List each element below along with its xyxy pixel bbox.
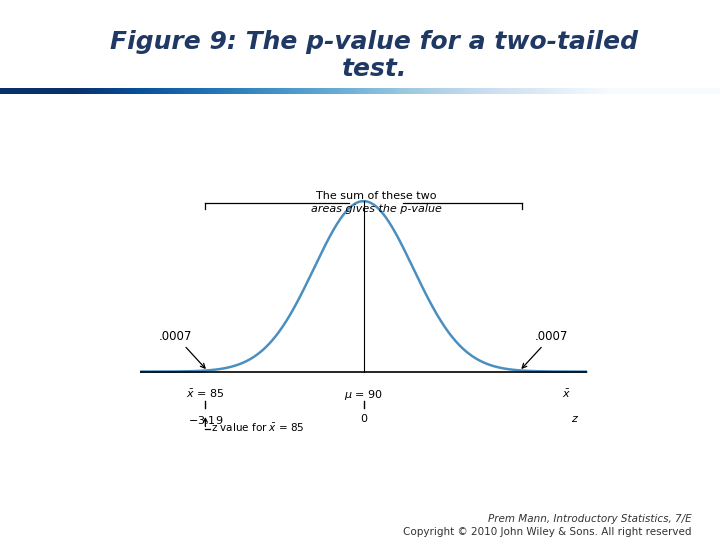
Text: $\bar{x}$: $\bar{x}$ — [562, 388, 572, 400]
Text: z: z — [571, 414, 577, 424]
Text: The sum of these two: The sum of these two — [316, 191, 436, 201]
Text: Prem Mann, Introductory Statistics, 7/E: Prem Mann, Introductory Statistics, 7/E — [487, 514, 691, 524]
Text: $-$3.19: $-$3.19 — [188, 414, 223, 426]
Text: areas gives the p-value: areas gives the p-value — [310, 204, 441, 213]
Text: 0: 0 — [360, 414, 367, 424]
Text: .0007: .0007 — [522, 329, 568, 368]
Text: z value for $\bar{x}$ = 85: z value for $\bar{x}$ = 85 — [211, 422, 305, 434]
Text: Copyright © 2010 John Wiley & Sons. All right reserved: Copyright © 2010 John Wiley & Sons. All … — [402, 527, 691, 537]
Text: $\bar{x}$ = 85: $\bar{x}$ = 85 — [186, 388, 225, 400]
Text: Figure 9: The p-value for a two-tailed: Figure 9: The p-value for a two-tailed — [110, 30, 639, 53]
Text: $\mu$ = 90: $\mu$ = 90 — [344, 388, 383, 402]
Text: .0007: .0007 — [159, 329, 205, 368]
Text: test.: test. — [342, 57, 407, 80]
